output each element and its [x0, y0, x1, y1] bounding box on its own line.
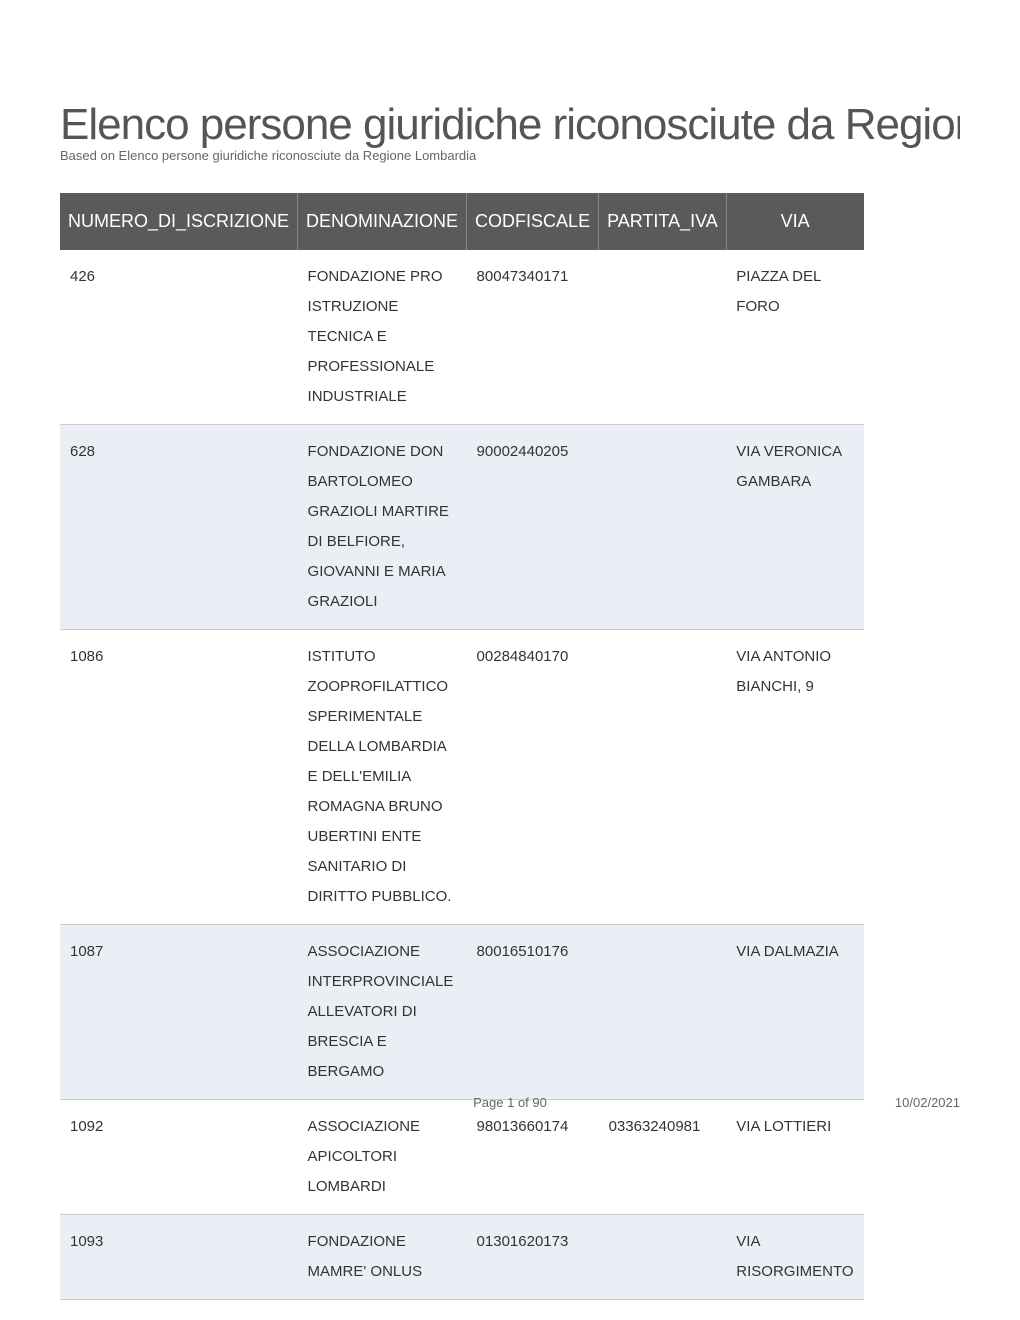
cell-codfiscale: 00284840170	[467, 630, 599, 925]
cell-denominazione: FONDAZIONE PRO ISTRUZIONE TECNICA E PROF…	[298, 250, 467, 425]
table-row: 426 FONDAZIONE PRO ISTRUZIONE TECNICA E …	[60, 250, 864, 425]
table-row: 1087 ASSOCIAZIONE INTERPROVINCIALE ALLEV…	[60, 925, 864, 1100]
cell-codfiscale: 80047340171	[467, 250, 599, 425]
col-header-numero: NUMERO_DI_ISCRIZIONE	[60, 193, 298, 250]
cell-numero: 1086	[60, 630, 298, 925]
cell-denominazione: ISTITUTO ZOOPROFILATTICO SPERIMENTALE DE…	[298, 630, 467, 925]
cell-partita-iva	[599, 250, 727, 425]
cell-partita-iva	[599, 1215, 727, 1300]
col-header-via: VIA	[726, 193, 863, 250]
cell-via: VIA ANTONIO BIANCHI, 9	[726, 630, 863, 925]
cell-denominazione: FONDAZIONE DON BARTOLOMEO GRAZIOLI MARTI…	[298, 425, 467, 630]
page-indicator: Page 1 of 90	[473, 1095, 547, 1110]
table-row: 1093 FONDAZIONE MAMRE' ONLUS 01301620173…	[60, 1215, 864, 1300]
cell-codfiscale: 90002440205	[467, 425, 599, 630]
cell-via: VIA LOTTIERI	[726, 1100, 863, 1215]
table-row: 1086 ISTITUTO ZOOPROFILATTICO SPERIMENTA…	[60, 630, 864, 925]
page-title: Elenco persone giuridiche riconosciute d…	[60, 100, 960, 150]
page-footer: Page 1 of 90 10/02/2021	[60, 1095, 960, 1110]
cell-via: VIA VERONICA GAMBARA	[726, 425, 863, 630]
col-header-codfiscale: CODFISCALE	[467, 193, 599, 250]
cell-partita-iva	[599, 630, 727, 925]
cell-via: VIA DALMAZIA	[726, 925, 863, 1100]
cell-partita-iva	[599, 425, 727, 630]
cell-numero: 1087	[60, 925, 298, 1100]
cell-denominazione: FONDAZIONE MAMRE' ONLUS	[298, 1215, 467, 1300]
table-row: 1092 ASSOCIAZIONE APICOLTORI LOMBARDI 98…	[60, 1100, 864, 1215]
table-row: 628 FONDAZIONE DON BARTOLOMEO GRAZIOLI M…	[60, 425, 864, 630]
cell-numero: 426	[60, 250, 298, 425]
cell-codfiscale: 80016510176	[467, 925, 599, 1100]
cell-numero: 628	[60, 425, 298, 630]
page-date: 10/02/2021	[895, 1095, 960, 1110]
page-subtitle: Based on Elenco persone giuridiche ricon…	[60, 148, 960, 163]
cell-via: PIAZZA DEL FORO	[726, 250, 863, 425]
cell-denominazione: ASSOCIAZIONE APICOLTORI LOMBARDI	[298, 1100, 467, 1215]
cell-codfiscale: 01301620173	[467, 1215, 599, 1300]
cell-denominazione: ASSOCIAZIONE INTERPROVINCIALE ALLEVATORI…	[298, 925, 467, 1100]
col-header-partita-iva: PARTITA_IVA	[599, 193, 727, 250]
cell-partita-iva	[599, 925, 727, 1100]
cell-partita-iva: 03363240981	[599, 1100, 727, 1215]
cell-via: VIA RISORGIMENTO	[726, 1215, 863, 1300]
table-body: 426 FONDAZIONE PRO ISTRUZIONE TECNICA E …	[60, 250, 864, 1300]
cell-codfiscale: 98013660174	[467, 1100, 599, 1215]
table-header-row: NUMERO_DI_ISCRIZIONE DENOMINAZIONE CODFI…	[60, 193, 864, 250]
cell-numero: 1093	[60, 1215, 298, 1300]
col-header-denominazione: DENOMINAZIONE	[298, 193, 467, 250]
data-table: NUMERO_DI_ISCRIZIONE DENOMINAZIONE CODFI…	[60, 193, 864, 1300]
cell-numero: 1092	[60, 1100, 298, 1215]
